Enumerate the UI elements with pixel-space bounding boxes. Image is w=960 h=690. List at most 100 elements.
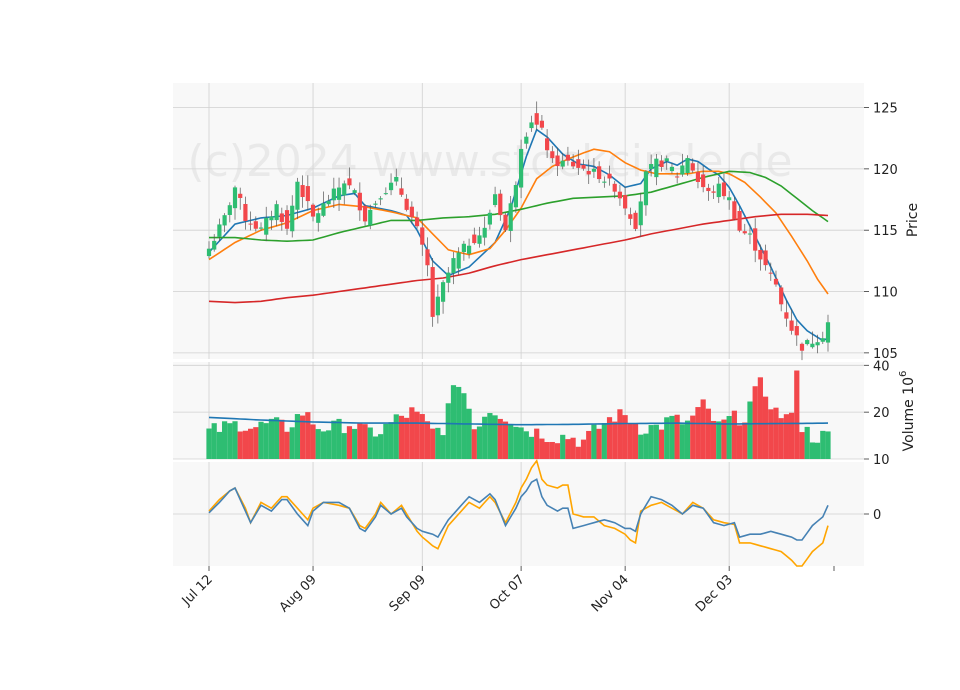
volume-bar-109	[773, 407, 779, 459]
candle-body-21	[316, 213, 321, 223]
candle-body-65	[545, 138, 550, 151]
candle-body-73	[586, 170, 591, 175]
volume-bar-77	[606, 417, 613, 459]
candle-body-33	[378, 198, 383, 200]
volume-bar-103	[742, 422, 748, 459]
candle-body-70	[571, 161, 576, 167]
candle-body-85	[649, 164, 654, 170]
candle-body-30	[362, 205, 368, 222]
volume-bar-4	[227, 423, 233, 459]
volume-bars	[206, 370, 831, 459]
candle-body-71	[576, 159, 581, 168]
volume-bar-79	[617, 409, 623, 459]
candle-body-98	[716, 183, 721, 198]
candle-body-13	[274, 204, 279, 221]
price-ma-line-3	[208, 213, 829, 304]
volume-bar-98	[716, 421, 722, 459]
volume-bar-6	[237, 431, 243, 459]
candle-body-66	[550, 151, 555, 159]
volume-label-text: Volume	[901, 399, 917, 451]
price-tick-label-1: 110	[873, 286, 898, 301]
volume-bar-55	[492, 415, 498, 459]
volume-bar-64	[539, 438, 545, 459]
candle-body-95	[701, 174, 706, 188]
volume-bar-52	[476, 426, 483, 459]
volume-bar-60	[518, 427, 524, 459]
volume-bar-81	[627, 423, 633, 459]
candle-body-5	[232, 187, 238, 209]
candle-body-78	[612, 183, 617, 192]
volume-bar-87	[658, 429, 665, 459]
volume-bar-97	[710, 420, 717, 459]
candle-body-9	[253, 221, 258, 229]
candle-body-55	[492, 194, 498, 206]
candle-body-114	[799, 343, 805, 351]
volume-bar-80	[622, 415, 628, 459]
volume-bar-71	[575, 446, 581, 459]
candle-body-105	[753, 228, 758, 251]
candle-body-72	[581, 164, 586, 169]
x-tick-label-4: Nov 04	[589, 572, 632, 615]
volume-bar-5	[232, 421, 238, 459]
oscillator-line-a	[208, 459, 829, 567]
candle-body-61	[524, 136, 529, 144]
volume-bar-46	[445, 403, 451, 459]
candle-body-28	[352, 190, 357, 193]
volume-bar-45	[440, 435, 446, 459]
volume-bar-1	[211, 423, 217, 459]
candle-body-2	[217, 224, 222, 237]
volume-bar-118	[820, 430, 826, 459]
candle-body-47	[451, 258, 456, 274]
candle-body-27	[347, 178, 352, 186]
candle-body-34	[383, 193, 388, 195]
volume-bar-31	[367, 427, 373, 459]
volume-bar-62	[528, 436, 535, 459]
candle-body-15	[284, 210, 290, 229]
candle-body-112	[789, 320, 794, 331]
volume-bar-21	[315, 429, 321, 459]
volume-bar-86	[653, 424, 659, 459]
volume-bar-117	[814, 442, 821, 459]
volume-bar-92	[684, 420, 691, 459]
volume-bar-57	[502, 421, 509, 459]
volume-label-exponent: 6	[898, 371, 909, 377]
volume-bar-41	[419, 414, 425, 459]
volume-bar-110	[778, 418, 784, 459]
candle-body-91	[680, 165, 685, 175]
volume-bar-37	[398, 415, 405, 459]
candle-body-96	[706, 187, 711, 192]
volume-bar-35	[388, 422, 394, 459]
candle-body-29	[357, 192, 362, 211]
candle-body-94	[695, 172, 701, 182]
volume-bar-32	[372, 436, 379, 459]
volume-bar-53	[482, 416, 488, 459]
candle-body-17	[295, 181, 300, 210]
candle-body-79	[617, 191, 623, 199]
volume-tick-label-0: 10	[873, 453, 890, 468]
volume-bar-82	[632, 423, 639, 459]
volume-bar-7	[242, 430, 249, 459]
volume-bar-90	[674, 414, 680, 459]
volume-bar-44	[435, 427, 441, 459]
candle-body-63	[534, 113, 539, 125]
x-tick-label-5: Dec 03	[693, 572, 736, 615]
volume-bar-61	[523, 431, 529, 459]
x-tick-label-3: Oct 07	[487, 572, 528, 613]
volume-bar-72	[580, 439, 587, 459]
candle-body-36	[394, 176, 399, 182]
volume-ma-line	[208, 416, 829, 426]
candle-body-57	[503, 214, 508, 231]
volume-bar-84	[643, 433, 649, 459]
candle-body-35	[388, 182, 394, 191]
volume-bar-95	[700, 399, 706, 459]
volume-bar-18	[300, 415, 306, 459]
candle-body-18	[300, 185, 305, 198]
candle-body-76	[602, 181, 607, 183]
volume-bar-94	[695, 407, 701, 459]
volume-bar-8	[248, 428, 254, 459]
volume-bar-24	[331, 420, 337, 459]
candle-body-92	[685, 158, 690, 173]
volume-bar-112	[788, 412, 795, 459]
volume-bar-63	[534, 428, 540, 459]
volume-bar-99	[721, 419, 727, 459]
